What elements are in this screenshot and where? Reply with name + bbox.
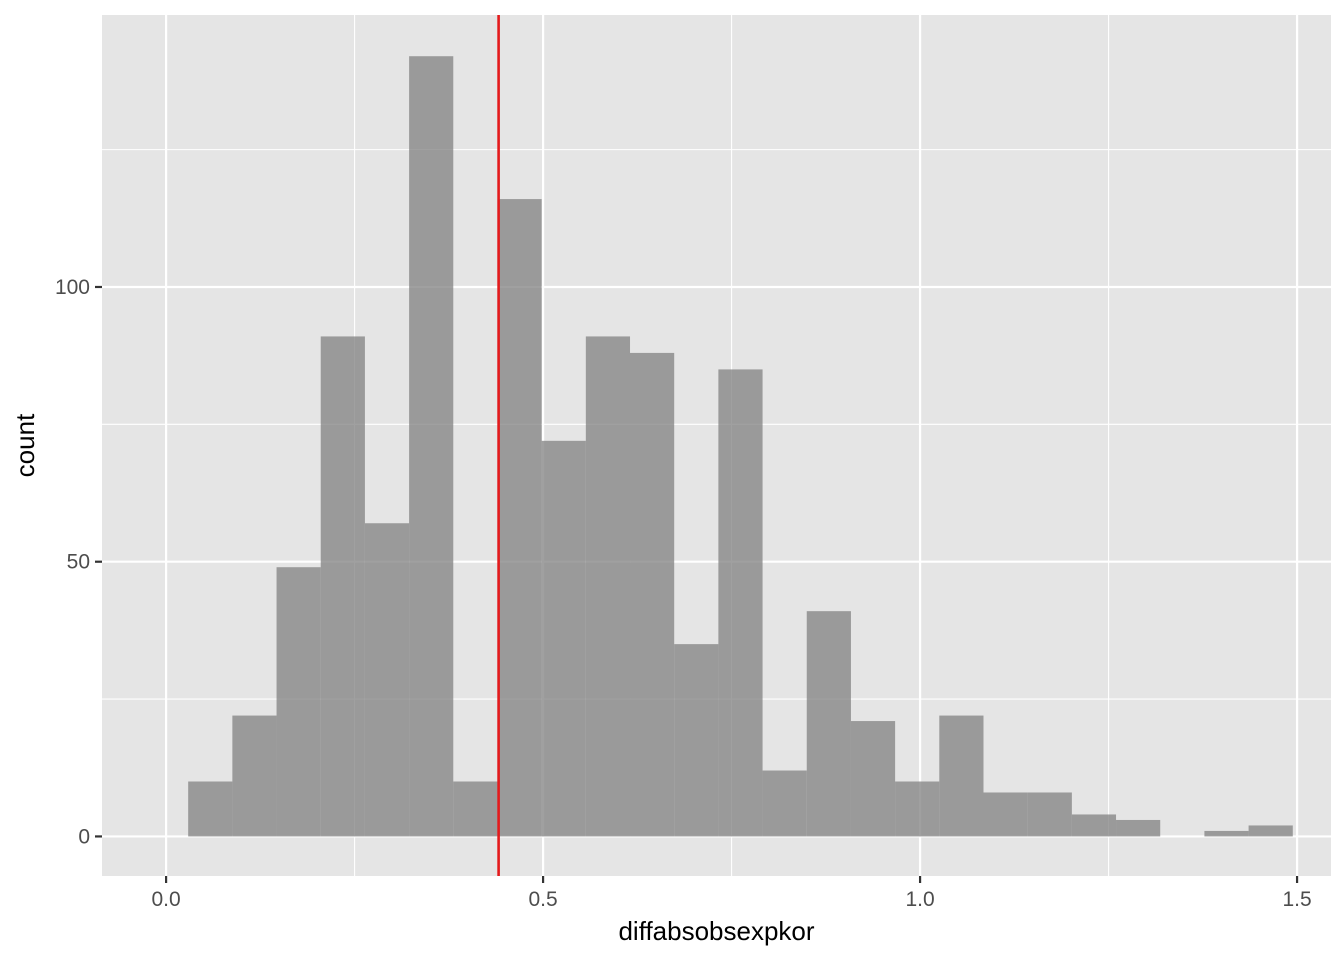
y-axis: 0 50 100 [55, 276, 102, 848]
histogram-bar [1071, 814, 1117, 837]
histogram-bar [232, 715, 277, 837]
y-axis-title: count [10, 413, 40, 477]
y-tick-label: 0 [78, 825, 90, 848]
histogram-bar [276, 567, 321, 837]
histogram-bar [1248, 825, 1293, 837]
histogram-bar [585, 336, 631, 837]
x-tick-label: 0.5 [528, 888, 557, 911]
histogram-bar [718, 369, 763, 837]
x-tick-label: 1.5 [1282, 888, 1311, 911]
histogram-bar [541, 440, 586, 837]
x-axis: 0.0 0.5 1.0 1.5 [151, 876, 1312, 911]
histogram-bar [983, 792, 1028, 837]
histogram-bar [188, 781, 233, 837]
y-tick-label: 100 [55, 276, 90, 299]
y-tick-label: 50 [67, 551, 90, 574]
histogram-bar [320, 336, 365, 837]
histogram-bar [364, 523, 410, 837]
histogram-bar [497, 199, 542, 837]
histogram-bar [850, 721, 896, 837]
histogram-bar [453, 781, 498, 837]
histogram-bar [1027, 792, 1072, 837]
histogram-bar [1116, 819, 1161, 837]
histogram-bar [806, 611, 851, 837]
x-tick-label: 0.0 [151, 888, 180, 911]
histogram-bar [762, 770, 807, 837]
histogram-bar [674, 644, 719, 837]
histogram-bars [188, 56, 1293, 837]
histogram-bar [409, 56, 454, 837]
histogram-bar [895, 781, 940, 837]
x-axis-title: diffabsobsexpkor [618, 916, 814, 946]
histogram-bar [1204, 830, 1249, 837]
histogram-bar [630, 352, 675, 837]
x-tick-label: 1.0 [905, 888, 934, 911]
histogram-bar [939, 715, 984, 837]
